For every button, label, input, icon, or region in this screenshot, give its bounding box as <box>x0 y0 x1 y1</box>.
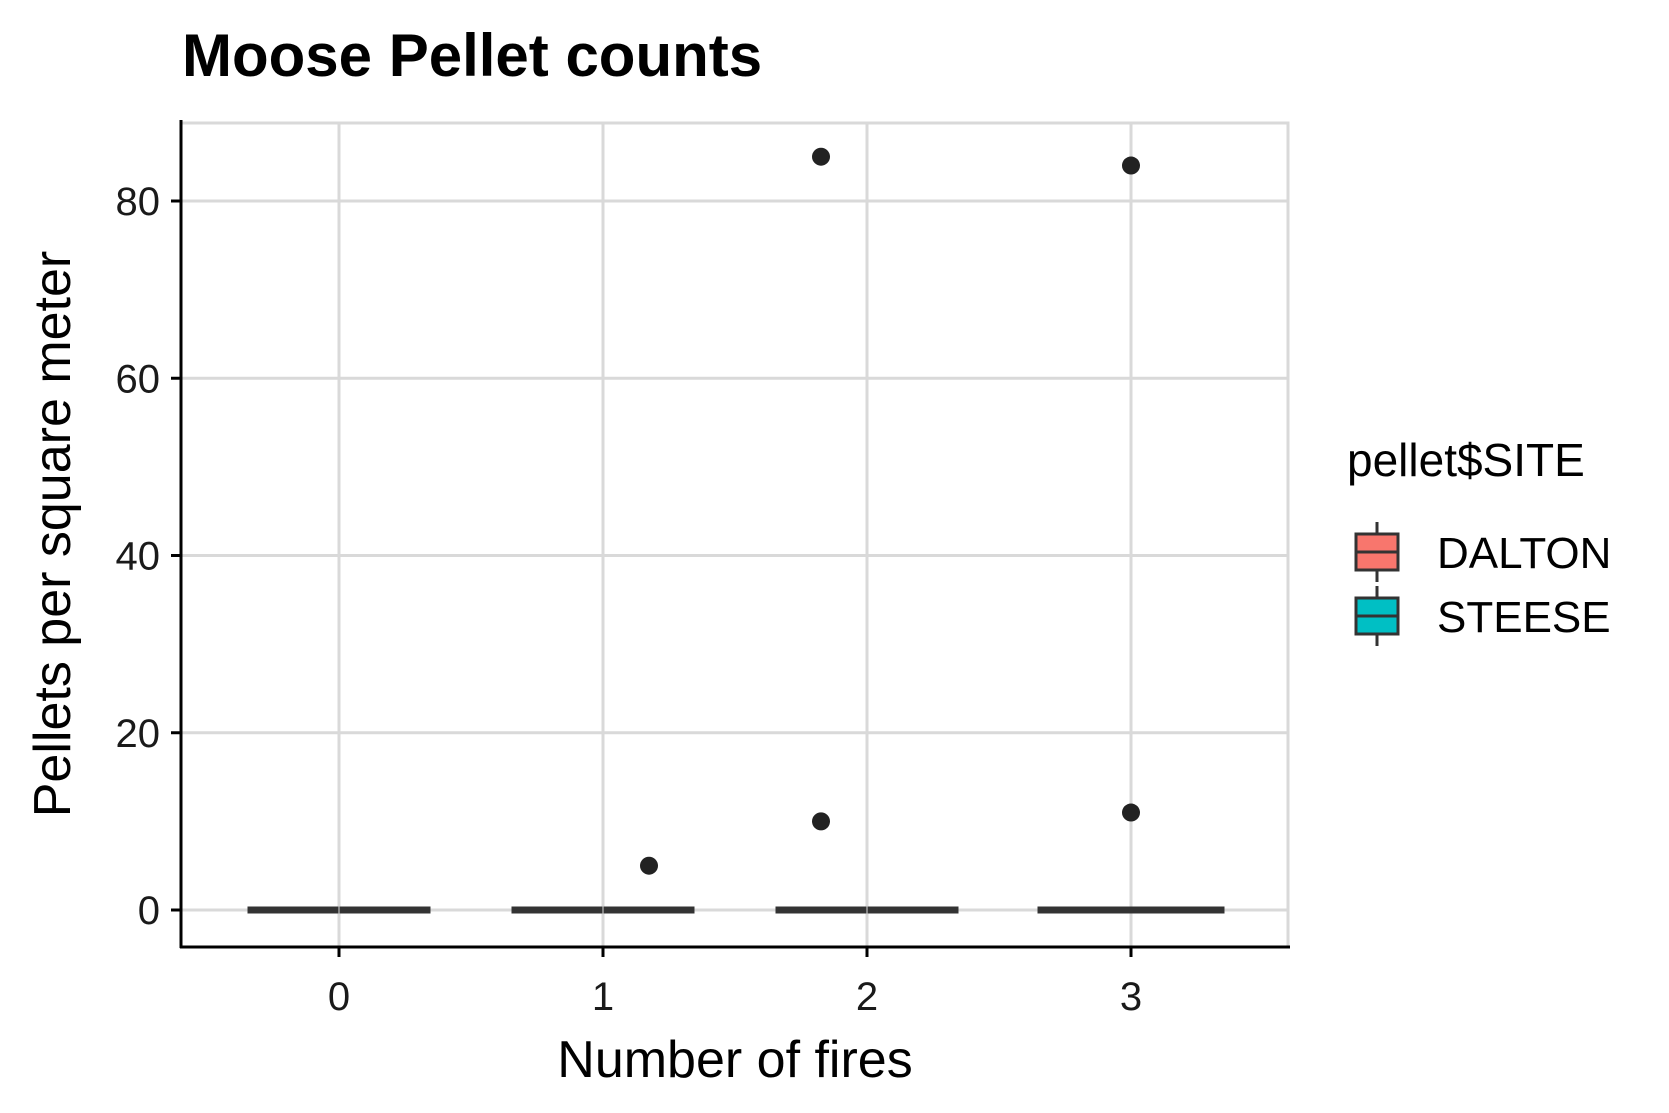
y-tick-label-0: 0 <box>138 889 160 933</box>
legend: pellet$SITE DALTON STEESE <box>1347 434 1611 646</box>
outlier-dalton-3-0 <box>1122 803 1140 822</box>
x-tick-label-2: 2 <box>856 975 878 1019</box>
legend-title: pellet$SITE <box>1347 434 1585 486</box>
legend-label-steese: STEESE <box>1437 593 1611 642</box>
outlier-dalton-2-1 <box>812 147 830 166</box>
chart-title: Moose Pellet counts <box>182 22 762 89</box>
outlier-points <box>640 147 1140 875</box>
y-tick-label-80: 80 <box>116 180 161 224</box>
legend-label-dalton: DALTON <box>1437 529 1611 578</box>
x-tick-label-1: 1 <box>592 975 614 1019</box>
x-axis-ticks: 0 1 2 3 <box>328 947 1142 1019</box>
grid-lines <box>179 121 1290 949</box>
outlier-dalton-3-1 <box>1122 156 1140 175</box>
x-tick-label-0: 0 <box>328 975 350 1019</box>
y-tick-label-40: 40 <box>116 535 161 579</box>
box-plots <box>247 906 1225 914</box>
outlier-steese-1-0 <box>640 856 658 875</box>
panel-border <box>179 121 1290 949</box>
x-tick-label-3: 3 <box>1120 975 1142 1019</box>
outlier-dalton-2-0 <box>812 812 830 831</box>
x-axis-title: Number of fires <box>557 1031 912 1089</box>
y-tick-label-20: 20 <box>116 712 161 756</box>
y-axis-ticks: 0 20 40 60 80 <box>116 180 181 933</box>
y-axis-title: Pellets per square meter <box>24 251 82 818</box>
y-tick-label-60: 60 <box>116 357 161 401</box>
